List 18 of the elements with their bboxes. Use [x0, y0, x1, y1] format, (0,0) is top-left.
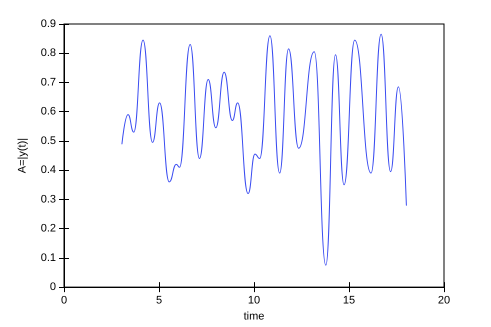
x-tick-label: 20	[438, 294, 450, 307]
y-axis-title: A=|y(t)|	[16, 138, 28, 174]
y-tick-label: 0.2	[40, 222, 56, 235]
y-tick-label: 0	[50, 281, 56, 294]
x-tick-label: 10	[248, 294, 260, 307]
x-tick-label: 0	[60, 294, 68, 307]
x-axis-title: time	[244, 310, 264, 322]
line-series	[121, 34, 407, 266]
y-tick-label: 0.3	[40, 193, 56, 206]
y-tick-label: 0.4	[40, 164, 56, 176]
y-tick-label: 0.5	[40, 134, 56, 147]
y-tick-label: 0.1	[40, 252, 56, 264]
y-tick-label: 0.9	[40, 18, 56, 30]
y-tick-label: 0.8	[40, 47, 56, 60]
x-tick-label: 5	[156, 294, 162, 307]
y-tick-label: 0.6	[40, 106, 56, 118]
x-tick-label: 15	[342, 294, 356, 307]
y-tick-label: 0.7	[40, 76, 56, 88]
